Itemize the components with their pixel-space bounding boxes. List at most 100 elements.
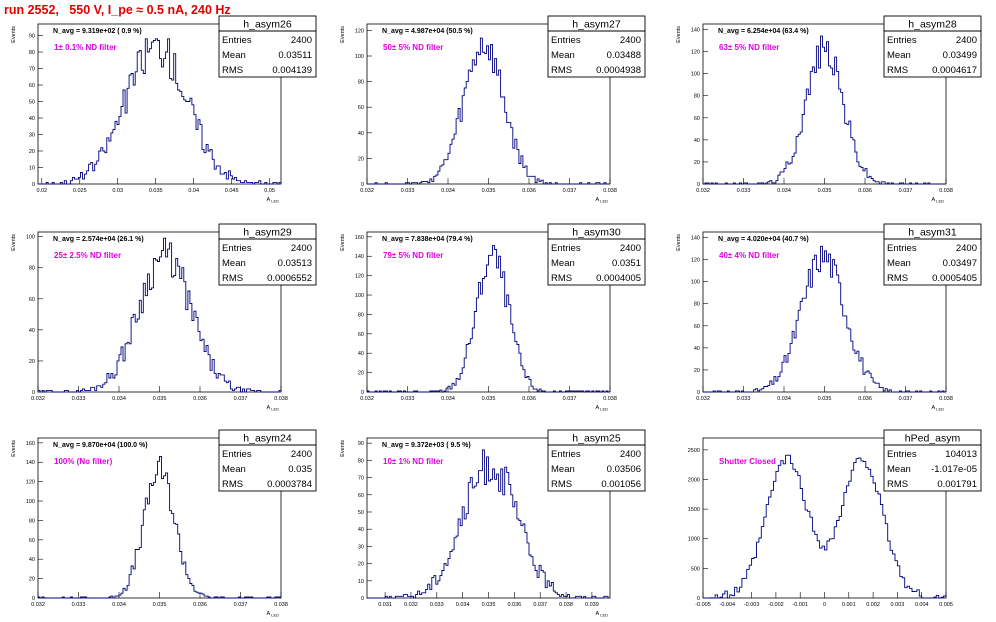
y-tick-label: 60 — [29, 297, 35, 303]
x-tick-label: 0.037 — [563, 188, 577, 194]
x-tick-label: 0.032 — [31, 602, 45, 608]
stats-box-frame — [547, 429, 646, 492]
x-tick-label: 0.033 — [401, 188, 415, 194]
x-tick-label: 0.032 — [696, 188, 710, 194]
stats-box: h_asym31 Entries 2400 Mean 0.03497 RMS 0.00054… — [883, 223, 982, 286]
stat-label-rms: RMS — [222, 479, 243, 490]
y-tick-label: 60 — [694, 324, 700, 330]
y-tick-label: 60 — [358, 105, 364, 111]
y-axis-label: Events — [340, 440, 346, 457]
y-tick-label: 50 — [358, 510, 364, 516]
y-tick-label: 100 — [26, 499, 35, 505]
stats-box: h_asym30 Entries 2400 Mean 0.0351 RMS 0.000400… — [547, 223, 646, 286]
filter-annotation: 40± 4% ND filter — [719, 251, 779, 260]
stat-label-rms: RMS — [222, 273, 243, 284]
histogram-panel-h_asym29: 0 20 40 60 80 100 0.032 0.033 0.034 0.035 0.036 0.0… — [11, 223, 317, 412]
stats-box: h_asym26 Entries 2400 Mean 0.03511 RMS 0.00413… — [218, 15, 317, 78]
filter-annotation: 1± 0.1% ND filter — [54, 43, 117, 52]
y-tick-label: 100 — [355, 54, 364, 60]
stats-box-frame — [883, 223, 982, 286]
stat-label-mean: Mean — [887, 464, 911, 475]
x-tick-label: 0.038 — [939, 188, 953, 194]
histogram-curve — [367, 449, 610, 599]
histogram-panel-h_asym30: 0 20 40 60 80 100 120 140 160 0.032 0.033 0.034 0.03… — [340, 223, 646, 412]
stats-box-frame — [883, 15, 982, 78]
x-tick-label: 0.036 — [193, 396, 207, 402]
y-tick-label: 0 — [32, 390, 35, 396]
x-axis-label: ALED — [932, 197, 945, 204]
stat-label-entries: Entries — [887, 243, 917, 254]
x-axis-label: ALED — [267, 405, 280, 412]
y-axis-label: Events — [340, 234, 346, 251]
y-tick-label: 20 — [29, 577, 35, 583]
x-tick-label: 0.032 — [404, 602, 418, 608]
x-tick-label: 0.003 — [891, 602, 905, 608]
x-tick-label: 0.034 — [777, 396, 791, 402]
x-axis-label: ALED — [596, 405, 609, 412]
y-tick-label: 100 — [26, 235, 35, 241]
y-axis-label: Events — [11, 234, 17, 251]
histogram-panel-hPed_asym: 0 500 1000 1500 2000 2500 -0.005 -0.004 -0.003 -0… — [688, 429, 982, 608]
x-tick-label: 0.03 — [112, 188, 123, 194]
y-tick-label: 120 — [26, 480, 35, 486]
y-tick-label: 40 — [694, 346, 700, 352]
stat-label-rms: RMS — [551, 273, 572, 284]
stat-label-rms: RMS — [887, 479, 908, 490]
x-tick-label: 0.025 — [73, 188, 87, 194]
histogram-name: h_asym25 — [572, 433, 621, 445]
y-tick-label: 90 — [29, 34, 35, 40]
x-tick-label: 0.033 — [737, 188, 751, 194]
y-tick-label: 140 — [26, 460, 35, 466]
x-tick-label: 0.05 — [264, 188, 275, 194]
navg-label: N_avg = 9.372e+03 ( 9.5 %) — [382, 442, 471, 449]
stat-value-entries: 2400 — [620, 243, 641, 254]
x-tick-label: 0.031 — [378, 602, 392, 608]
x-tick-label: 0.035 — [149, 188, 163, 194]
y-tick-label: 40 — [358, 527, 364, 533]
stat-label-mean: Mean — [551, 258, 575, 269]
x-tick-label: 0 — [823, 602, 826, 608]
y-tick-label: 120 — [691, 258, 700, 264]
navg-label: N_avg = 6.254e+04 (63.4 %) — [718, 28, 809, 35]
navg-label: N_avg = 4.020e+04 (40.7 %) — [718, 236, 809, 243]
y-tick-label: 140 — [355, 254, 364, 260]
y-tick-label: 80 — [694, 302, 700, 308]
y-tick-label: 20 — [358, 371, 364, 377]
y-tick-label: 20 — [29, 359, 35, 365]
y-tick-label: 40 — [358, 131, 364, 137]
histogram-curve — [367, 37, 610, 185]
x-tick-label: -0.004 — [719, 602, 735, 608]
stats-box: h_asym25 Entries 2400 Mean 0.03506 RMS 0.00105… — [547, 429, 646, 492]
x-tick-label: 0.005 — [939, 602, 953, 608]
histogram-curve — [38, 38, 282, 185]
stats-box-frame — [547, 223, 646, 286]
stat-value-rms: 0.001056 — [601, 479, 641, 490]
navg-label: N_avg = 7.838e+04 (79.4 %) — [382, 236, 473, 243]
x-tick-label: 0.038 — [603, 396, 617, 402]
histogram-name: h_asym26 — [243, 19, 292, 31]
y-tick-label: 0 — [361, 596, 364, 602]
stat-label-rms: RMS — [551, 479, 572, 490]
navg-label: N_avg = 9.319e+02 ( 0.9 %) — [53, 28, 142, 35]
y-tick-label: 120 — [355, 274, 364, 280]
x-tick-label: 0.002 — [866, 602, 880, 608]
stat-value-mean: 0.0351 — [612, 258, 641, 269]
x-tick-label: 0.033 — [401, 396, 415, 402]
stat-label-mean: Mean — [551, 50, 575, 61]
histogram-panel-h_asym25: 0 10 20 30 40 50 60 70 80 90 0.031 0.032 0.033 0.034 0… — [340, 429, 646, 618]
x-tick-label: 0.033 — [72, 602, 86, 608]
x-tick-label: 0.035 — [153, 396, 167, 402]
y-tick-label: 140 — [691, 28, 700, 34]
y-tick-label: 140 — [691, 236, 700, 242]
stat-label-entries: Entries — [887, 35, 917, 46]
stat-value-entries: 2400 — [291, 35, 312, 46]
y-tick-label: 20 — [694, 368, 700, 374]
stat-value-rms: 0.0004005 — [596, 273, 641, 284]
y-tick-label: 30 — [29, 133, 35, 139]
stats-box: h_asym29 Entries 2400 Mean 0.03513 RMS 0.00065… — [218, 223, 317, 286]
x-tick-label: 0.037 — [899, 188, 913, 194]
stat-value-rms: 0.0004617 — [932, 65, 977, 76]
x-tick-label: 0.034 — [456, 602, 470, 608]
y-tick-label: 40 — [29, 116, 35, 122]
x-tick-label: 0.033 — [430, 602, 444, 608]
